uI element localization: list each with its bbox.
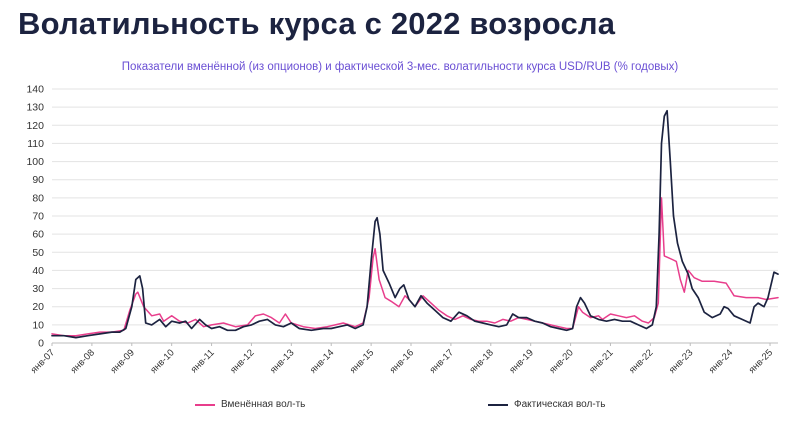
- y-tick-label: 20: [32, 301, 44, 313]
- y-tick-label: 50: [32, 247, 44, 259]
- page-title: Волатильность курса с 2022 возросла: [18, 6, 616, 41]
- legend-label-implied: Вменённая вол-ть: [221, 399, 306, 410]
- x-tick-label: янв-10: [148, 347, 176, 375]
- x-tick-label: янв-25: [747, 347, 775, 375]
- series-line-implied: [51, 197, 779, 337]
- y-tick-label: 120: [26, 120, 44, 132]
- x-tick-label: янв-18: [468, 347, 496, 375]
- y-tick-label: 40: [32, 265, 44, 277]
- legend-swatch-implied: [195, 403, 215, 406]
- legend-swatch-realized: [488, 403, 508, 406]
- x-tick-label: янв-22: [627, 347, 655, 375]
- y-tick-label: 110: [27, 138, 44, 150]
- x-tick-label: янв-14: [308, 347, 336, 375]
- chart-subtitle: Показатели вменённой (из опционов) и фак…: [121, 61, 679, 73]
- legend-item-realized: Фактическая вол-ть: [488, 399, 605, 410]
- x-tick-label: янв-21: [587, 347, 615, 375]
- y-tick-label: 130: [26, 102, 44, 114]
- y-tick-label: 30: [32, 283, 44, 295]
- x-tick-label: янв-15: [348, 347, 376, 375]
- y-tick-label: 70: [32, 211, 44, 223]
- y-tick-label: 140: [26, 84, 44, 96]
- series-line-realized: [51, 109, 779, 339]
- legend-label-realized: Фактическая вол-ть: [514, 399, 606, 410]
- y-tick-label: 10: [32, 319, 44, 331]
- x-tick-label: янв-19: [507, 347, 535, 375]
- y-tick-label: 90: [32, 174, 44, 186]
- y-tick-label: 80: [32, 192, 44, 204]
- x-tick-label: янв-08: [69, 347, 97, 375]
- legend-item-implied: Вменённая вол-ть: [195, 399, 305, 410]
- x-tick-label: янв-23: [667, 347, 695, 375]
- x-tick-label: янв-13: [268, 347, 296, 375]
- y-tick-label: 100: [26, 156, 44, 168]
- x-tick-label: янв-20: [547, 347, 575, 375]
- x-tick-label: янв-07: [29, 347, 57, 375]
- y-tick-label: 60: [32, 229, 44, 241]
- x-tick-label: янв-17: [428, 347, 456, 375]
- x-tick-label: янв-12: [228, 347, 256, 375]
- x-tick-label: янв-11: [189, 347, 217, 375]
- x-tick-label: янв-09: [108, 347, 136, 375]
- x-tick-label: янв-16: [388, 347, 416, 375]
- y-tick-label: 0: [38, 338, 44, 350]
- x-tick-label: янв-24: [707, 347, 735, 375]
